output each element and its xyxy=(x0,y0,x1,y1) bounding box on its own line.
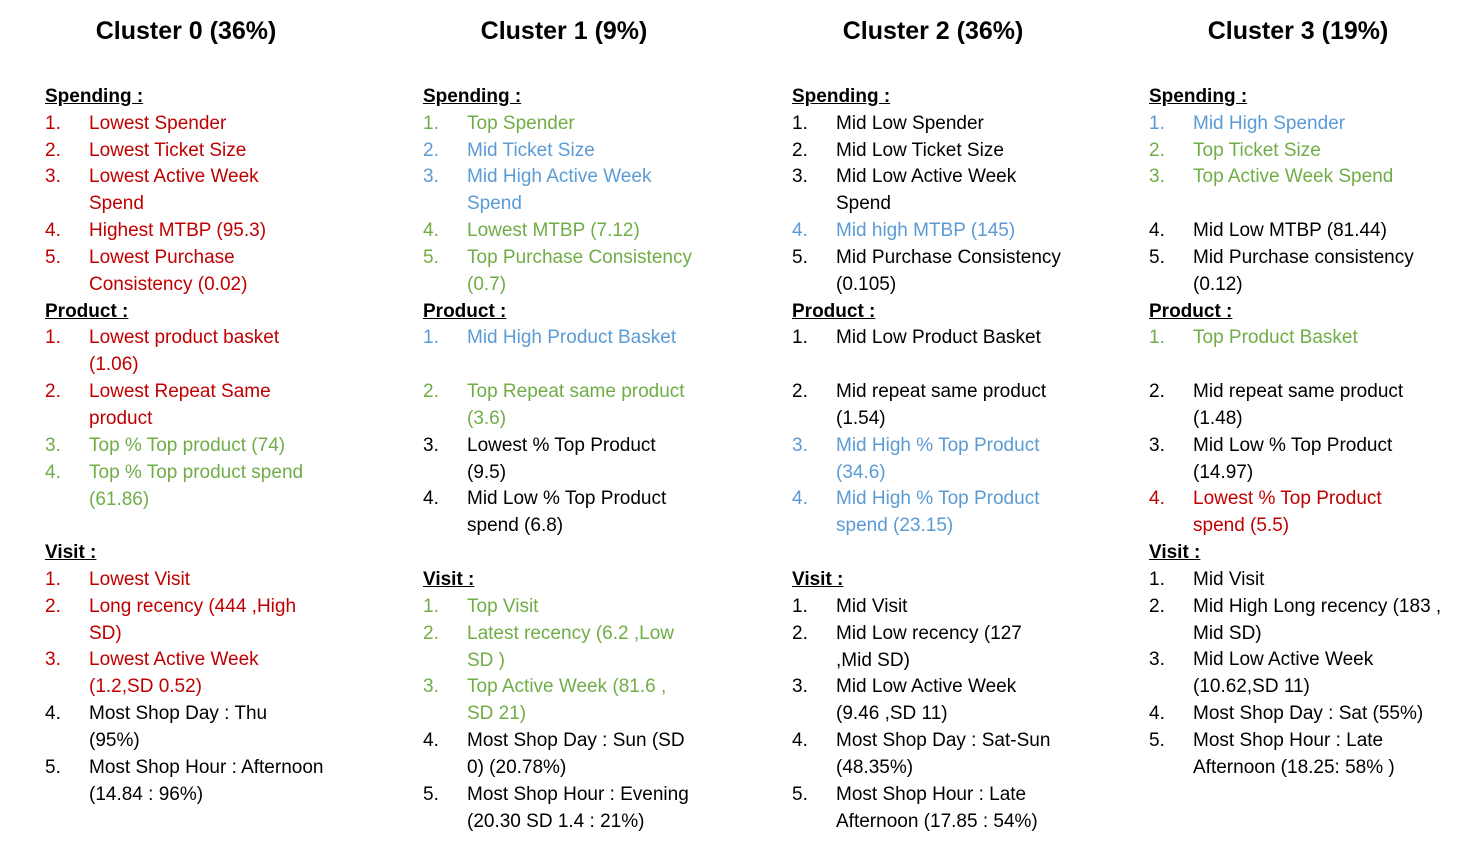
cluster-3-spending-heading: Spending : xyxy=(1149,86,1248,107)
cluster-1-title: Cluster 1 (9%) xyxy=(480,17,648,45)
cluster-3-column: Cluster 3 (19%) Spending : 1. Mid High Sp… xyxy=(1149,0,1459,849)
cluster-1-column: Cluster 1 (9%) Spending : 1. Top Spender … xyxy=(423,0,723,849)
cluster-1-product-heading: Product : xyxy=(423,301,507,322)
cluster-3-visit-heading: Visit : xyxy=(1149,542,1201,563)
cluster-0-column: Cluster 0 (36%) Spending : 1. Lowest Spen… xyxy=(45,0,335,849)
cluster-1-visit-heading: Visit : xyxy=(423,569,475,590)
cluster-3-product-heading: Product : xyxy=(1149,301,1233,322)
cluster-0-spending-heading: Spending : xyxy=(45,86,144,107)
cluster-0-visit-heading: Visit : xyxy=(45,542,97,563)
cluster-2-visit-heading: Visit : xyxy=(792,569,844,590)
cluster-2-column: Cluster 2 (36%) Spending : 1. Mid Low Spe… xyxy=(792,0,1092,849)
cluster-0-product-heading: Product : xyxy=(45,301,129,322)
cluster-1-spending-heading: Spending : xyxy=(423,86,522,107)
cluster-2-product-heading: Product : xyxy=(792,301,876,322)
cluster-0-title: Cluster 0 (36%) xyxy=(95,17,277,45)
cluster-2-spending-heading: Spending : xyxy=(792,86,891,107)
cluster-2-title: Cluster 2 (36%) xyxy=(842,17,1024,45)
cluster-3-title: Cluster 3 (19%) xyxy=(1207,17,1389,45)
